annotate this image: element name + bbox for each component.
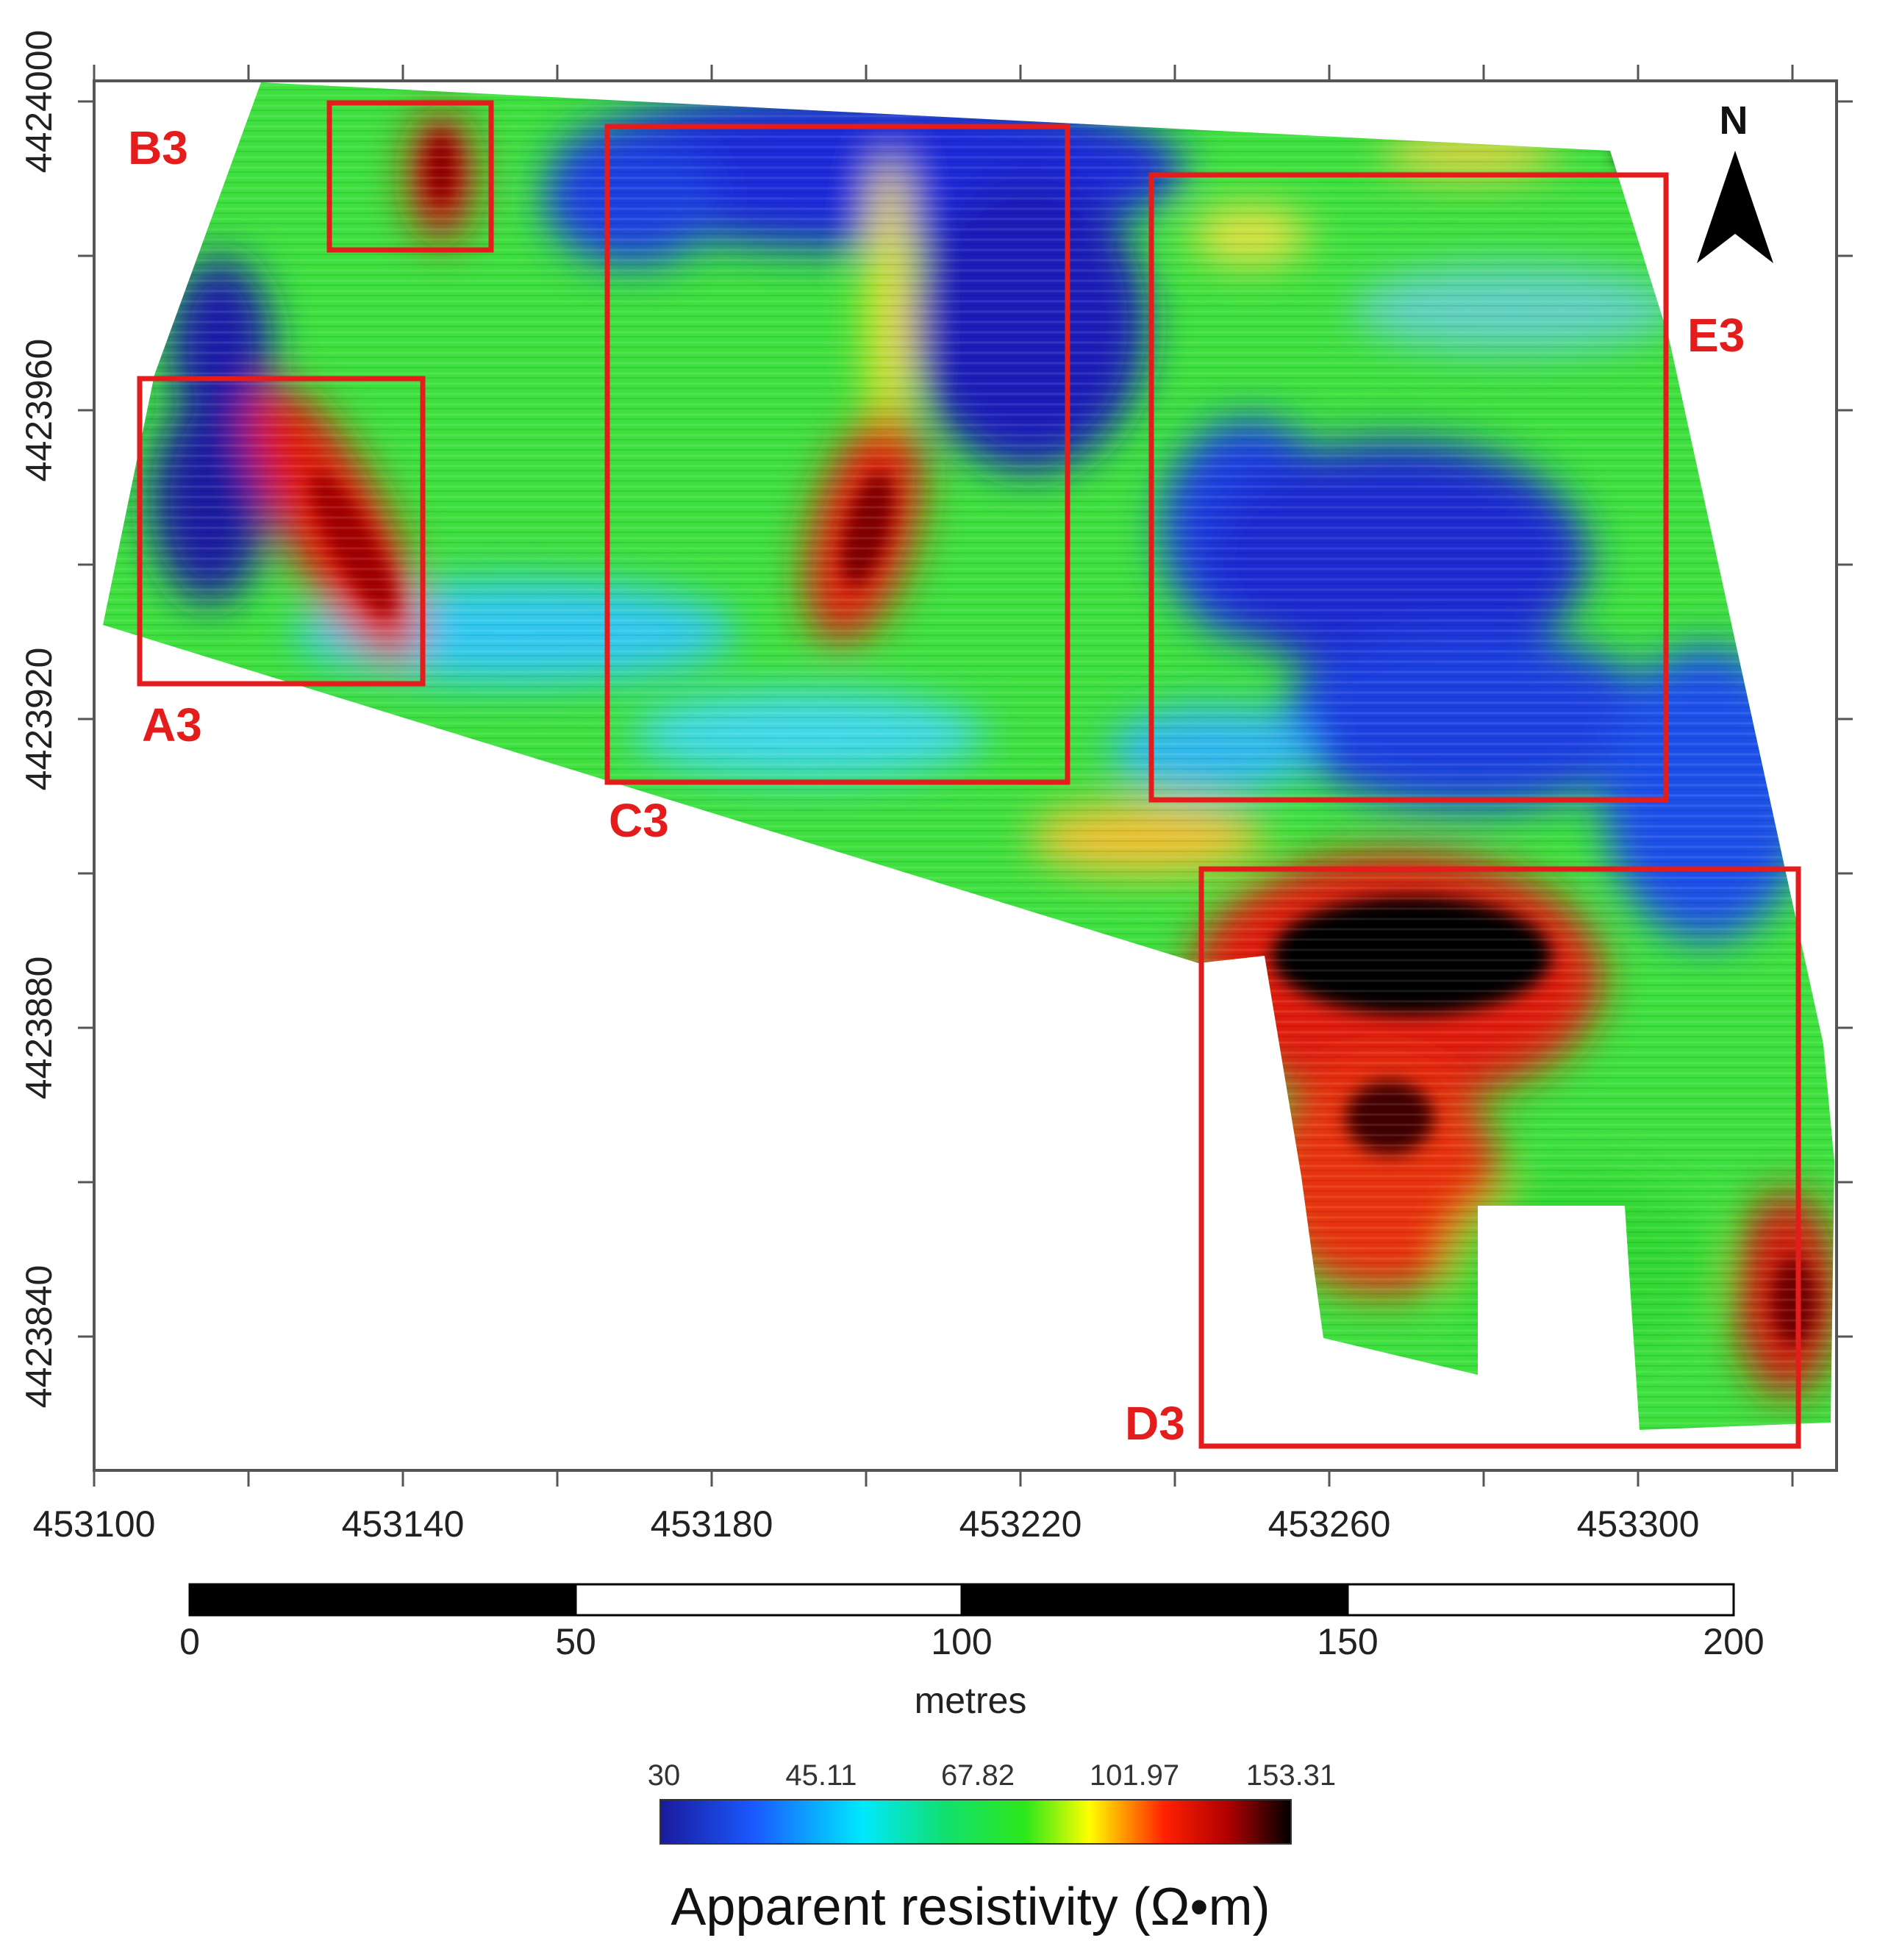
colorbar-gradient [659,1799,1292,1845]
x-tick-label: 453180 [651,1503,773,1545]
colorbar-tick-label: 30 [648,1759,681,1792]
zone-label-d3: D3 [1125,1397,1185,1450]
scale-tick-label: 0 [179,1621,200,1662]
x-tick-label: 453220 [959,1503,1082,1545]
scale-tick-label: 50 [555,1621,596,1662]
x-tick-label: 453300 [1577,1503,1700,1545]
colorbar-tick-label: 45.11 [785,1759,857,1792]
north-label: N [1720,99,1748,143]
colorbar-tick-label: 67.82 [941,1759,1015,1792]
colorbar-tick-label: 101.97 [1090,1759,1179,1792]
y-axis-labels: 4424000 4423960 4423920 4423880 4423840 [18,30,60,1409]
anomaly-zones [137,100,1801,1449]
colorbar-title: Apparent resistivity (Ω•m) [671,1878,1270,1936]
north-arrow: N [1697,99,1773,263]
colorbar-tick-labels: 30 45.11 67.82 101.97 153.31 [648,1759,1336,1792]
zone-box-a3 [137,376,426,687]
scale-tick-label: 100 [931,1621,992,1662]
map-frame [93,79,1838,1472]
scale-segment-2 [574,1583,963,1617]
zone-label-c3: C3 [609,794,669,847]
colorbar: 30 45.11 67.82 101.97 153.31 Apparent resist… [648,1759,1336,1936]
survey-heatmap [103,82,1834,1430]
zone-label-b3: B3 [128,121,188,174]
scale-tick-labels: 0 50 100 150 200 [179,1621,1765,1662]
zone-box-c3 [604,124,1070,785]
zone-box-e3 [1148,172,1669,803]
scale-tick-label: 200 [1703,1621,1764,1662]
zone-box-b3 [326,100,494,253]
scale-segment-4 [1346,1583,1735,1617]
x-axis-labels: 453100 453140 453180 453220 453260 453300 [33,1503,1700,1545]
y-tick-label: 4423840 [18,1265,60,1409]
north-arrow-icon [1697,151,1773,263]
scale-segment-1 [188,1583,577,1617]
x-tick-label: 453100 [33,1503,156,1545]
axis-ticks [78,65,1853,1487]
zone-label-a3: A3 [142,698,202,751]
y-tick-label: 4424000 [18,30,60,174]
y-tick-label: 4423920 [18,648,60,791]
colorbar-tick-label: 153.31 [1246,1759,1336,1792]
scale-unit: metres [915,1680,1027,1721]
y-tick-label: 4423960 [18,339,60,482]
y-tick-label: 4423880 [18,956,60,1100]
zone-box-d3 [1198,866,1801,1449]
scale-bar: 0 50 100 150 200 metres [179,1583,1765,1721]
x-tick-label: 453260 [1268,1503,1391,1545]
zone-label-e3: E3 [1687,309,1745,362]
scale-tick-label: 150 [1317,1621,1378,1662]
x-tick-label: 453140 [342,1503,465,1545]
scale-segment-3 [960,1583,1349,1617]
